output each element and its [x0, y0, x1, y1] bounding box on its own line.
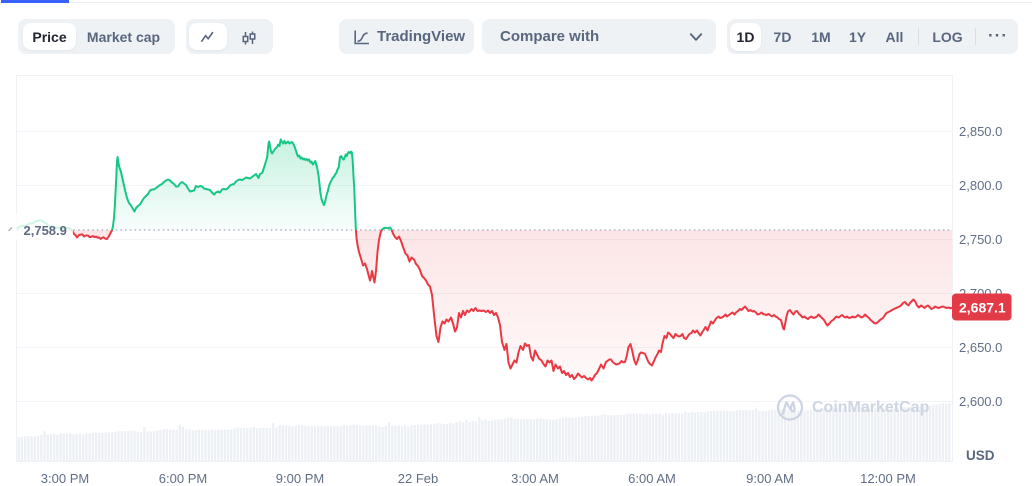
svg-text:2,750.0: 2,750.0 — [959, 232, 1002, 247]
svg-text:2,687.1: 2,687.1 — [959, 300, 1006, 316]
svg-text:USD: USD — [966, 448, 995, 463]
svg-text:3:00 AM: 3:00 AM — [511, 471, 559, 486]
svg-text:9:00 AM: 9:00 AM — [746, 471, 794, 486]
svg-text:6:00 PM: 6:00 PM — [159, 471, 207, 486]
svg-text:2,600.0: 2,600.0 — [959, 394, 1002, 409]
svg-text:2,650.0: 2,650.0 — [959, 340, 1002, 355]
svg-text:6:00 AM: 6:00 AM — [628, 471, 676, 486]
svg-text:2,758.9: 2,758.9 — [24, 223, 67, 238]
svg-text:22 Feb: 22 Feb — [398, 471, 438, 486]
svg-text:2,850.0: 2,850.0 — [959, 124, 1002, 139]
svg-text:2,800.0: 2,800.0 — [959, 178, 1002, 193]
svg-text:3:00 PM: 3:00 PM — [41, 471, 89, 486]
svg-text:12:00 PM: 12:00 PM — [860, 471, 916, 486]
svg-text:9:00 PM: 9:00 PM — [276, 471, 324, 486]
svg-text:CoinMarketCap: CoinMarketCap — [812, 399, 930, 416]
